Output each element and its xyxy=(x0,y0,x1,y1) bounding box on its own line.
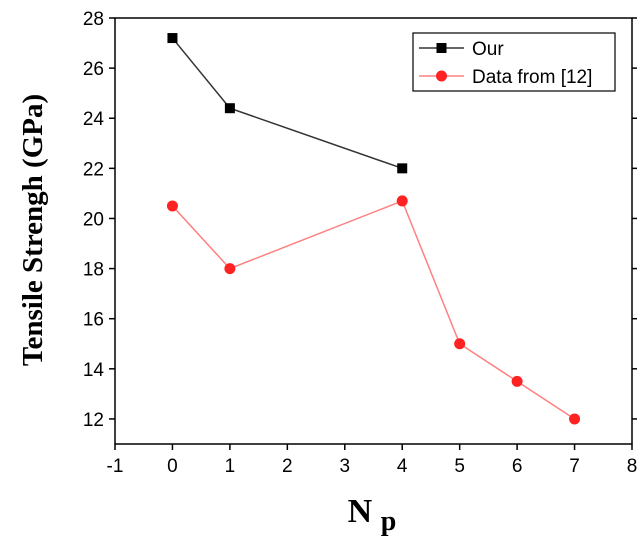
data-point-data-from-12 xyxy=(511,375,523,387)
y-axis-title: Tensile Strengh (GPa) xyxy=(17,94,49,366)
x-tick-label: 2 xyxy=(282,456,293,477)
data-point-data-from-12 xyxy=(569,413,581,425)
y-tick-label: 16 xyxy=(83,310,104,331)
data-point-data-from-12 xyxy=(224,263,236,275)
legend: Our Data from [12] xyxy=(412,32,616,92)
x-tick-label: 1 xyxy=(225,456,236,477)
series-line-data-from-12 xyxy=(171,199,575,420)
data-point-data-from-12 xyxy=(166,200,178,212)
legend-marker-data-from-12 xyxy=(436,70,447,82)
data-point-our xyxy=(397,163,408,174)
x-tick-label: 3 xyxy=(339,456,350,477)
x-axis-title-main: N xyxy=(348,493,373,530)
data-point-data-from-12 xyxy=(454,338,466,350)
legend-label-data-from-12: Data from [12] xyxy=(472,67,592,88)
data-point-our xyxy=(224,103,235,114)
y-tick-label: 22 xyxy=(83,159,104,180)
data-point-data-from-12 xyxy=(396,195,408,207)
x-tick-label: 7 xyxy=(569,456,580,477)
x-tick-label: -1 xyxy=(107,456,124,477)
x-tick-label: 5 xyxy=(454,456,465,477)
legend-label-our: Our xyxy=(472,39,504,60)
y-tick-label: 28 xyxy=(83,9,104,30)
y-tick-label: 18 xyxy=(83,260,104,281)
plot-frame xyxy=(114,17,633,445)
y-tick-label: 20 xyxy=(83,209,104,230)
series-line-our xyxy=(171,37,403,170)
x-tick-label: 4 xyxy=(397,456,408,477)
x-axis-title-subscript: p xyxy=(381,506,397,536)
x-axis-title: N p xyxy=(348,493,397,536)
legend-marker-our xyxy=(436,43,447,53)
y-tick-label: 14 xyxy=(83,360,105,381)
y-tick-label: 26 xyxy=(83,59,104,80)
legend-box xyxy=(412,32,616,92)
y-tick-label: 24 xyxy=(83,109,105,130)
x-tick-label: 0 xyxy=(167,456,178,477)
series-layer xyxy=(166,33,581,425)
data-point-our xyxy=(167,33,178,44)
x-tick-label: 6 xyxy=(512,456,523,477)
x-tick-label: 8 xyxy=(627,456,637,477)
y-tick-label: 12 xyxy=(83,410,104,431)
